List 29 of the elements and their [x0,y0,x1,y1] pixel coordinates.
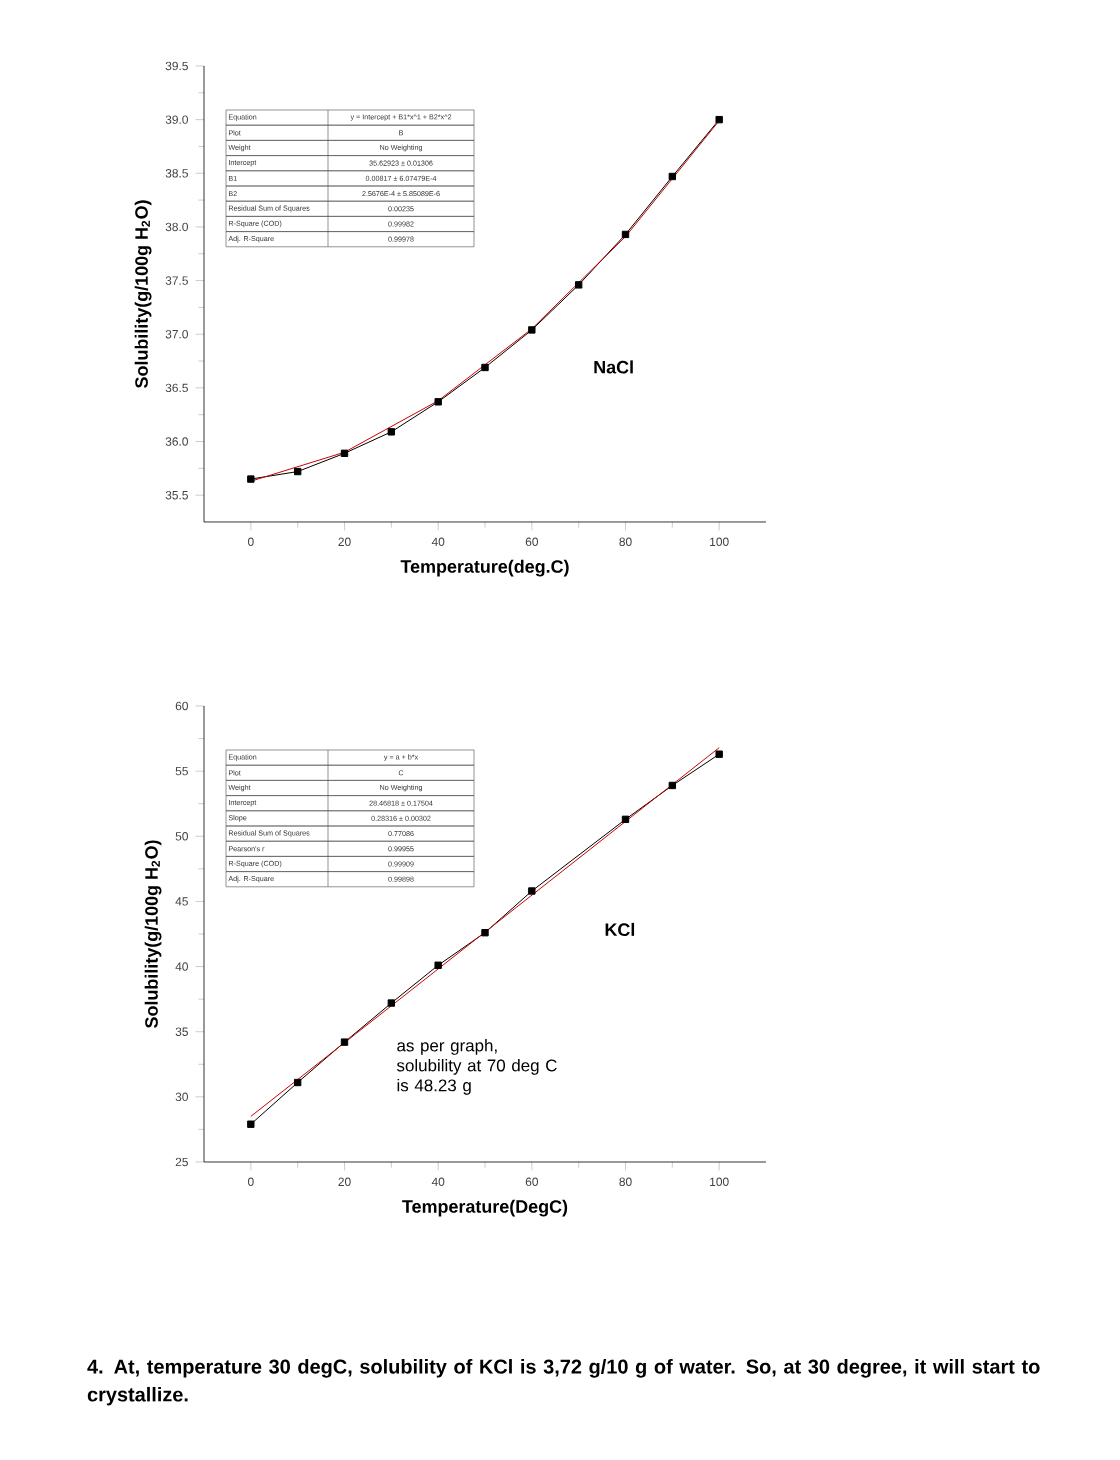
point [434,961,442,969]
point [434,398,442,406]
text: KCl [605,922,635,937]
point [481,929,489,937]
point [481,363,489,372]
x-axis-title: Temperature(deg.C) [400,559,569,577]
point [715,750,723,758]
point [387,999,396,1007]
point [715,115,723,124]
point [574,281,583,289]
point [528,887,536,895]
point [293,467,302,476]
point [293,1078,302,1087]
annotation: as per graph, solubility at 70 deg C is 48.23 g [396,1039,557,1095]
point [668,172,677,181]
text: NaCl [594,360,633,374]
point [387,428,396,436]
point [340,1038,349,1046]
y-axis-title: Solubility(g/100g H$_{2}$O) [134,200,152,388]
point [340,449,349,458]
point [247,1120,255,1128]
x-axis-title: Temperature(DegC) [402,1199,568,1217]
y-axis-title: Solubility(g/100g H$_{2}$O) [144,840,162,1028]
point [247,475,255,483]
point [528,326,536,334]
point [621,815,630,824]
text: 4. At, temperature 30 degC, solubility of KCl is 3,72 g/10 g of water. So, at 30 degree, it will start to crystallize. [87,1359,1040,1406]
point [621,230,630,239]
point [668,781,677,790]
